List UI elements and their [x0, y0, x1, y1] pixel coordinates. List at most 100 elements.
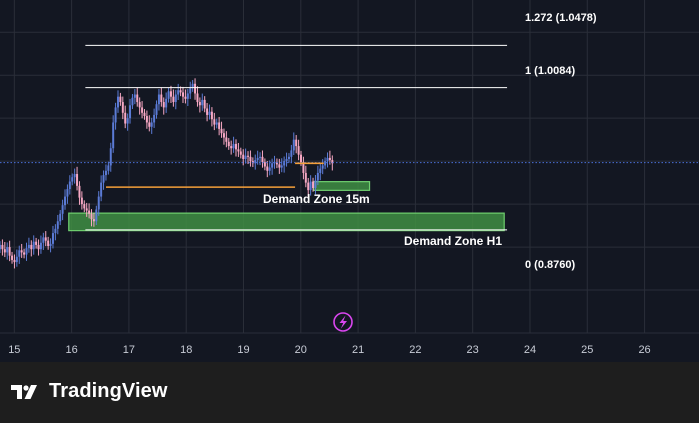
x-tick-label[interactable]: 18 — [180, 344, 192, 356]
candle-body — [59, 213, 62, 222]
x-tick-label[interactable]: 22 — [409, 344, 421, 356]
candle-body — [174, 94, 177, 103]
candle-body — [73, 174, 76, 178]
candle-body — [287, 156, 290, 159]
candle-body — [230, 146, 233, 149]
footer — [0, 362, 699, 423]
x-tick-label[interactable]: 25 — [581, 344, 593, 356]
candle-body — [47, 240, 50, 246]
candle-body — [3, 249, 6, 253]
candle-body — [155, 104, 158, 115]
brand-name: TradingView — [49, 380, 168, 402]
candle-body — [283, 161, 286, 166]
candle-body — [259, 156, 262, 158]
brand[interactable]: TradingView — [11, 380, 168, 403]
x-tick-label[interactable]: 20 — [295, 344, 307, 356]
x-tick-label[interactable]: 21 — [352, 344, 364, 356]
candle-body — [153, 114, 156, 123]
candle-body — [189, 88, 192, 94]
candle-body — [186, 93, 189, 99]
candle-body — [68, 181, 71, 190]
candle-body — [129, 105, 132, 119]
labels: 1.272 (1.0478) 1 (1.0084) 0 (0.8760) Dem… — [263, 12, 597, 271]
candle-body — [275, 162, 278, 165]
x-tick-label[interactable]: 23 — [467, 344, 479, 356]
candle-body — [179, 90, 182, 93]
candle-body — [256, 157, 259, 161]
candle-body — [247, 155, 250, 157]
chart-panel[interactable]: 1.272 (1.0478) 1 (1.0084) 0 (0.8760) Dem… — [0, 0, 699, 362]
candle-body — [116, 96, 119, 108]
candle-body — [177, 90, 180, 95]
candle-body — [1, 244, 4, 250]
candle-body — [285, 158, 288, 162]
candle-body — [268, 167, 271, 171]
x-tick-label[interactable]: 24 — [524, 344, 536, 356]
candle-body — [15, 256, 18, 263]
candle-body — [90, 213, 93, 220]
candle-body — [316, 172, 319, 181]
candle-body — [162, 102, 165, 108]
candle-body — [309, 181, 312, 191]
candle-body — [141, 107, 144, 113]
candle-body — [165, 98, 168, 108]
price-chart[interactable]: 1.272 (1.0478) 1 (1.0084) 0 (0.8760) Dem… — [0, 0, 699, 362]
candle-body — [239, 151, 242, 155]
candle-body — [100, 182, 103, 197]
candle-body — [278, 164, 281, 168]
candle-body — [182, 92, 185, 97]
candle-body — [194, 83, 197, 94]
candle-body — [39, 242, 42, 250]
candle-body — [295, 139, 298, 147]
candle-body — [266, 166, 269, 171]
candle-body — [280, 165, 283, 168]
x-tick-label[interactable]: 26 — [638, 344, 650, 356]
demand-zone-15m[interactable] — [312, 181, 371, 191]
candle-body — [92, 219, 95, 222]
candle-body — [30, 244, 33, 250]
candle-body — [225, 137, 228, 142]
candle-body — [213, 119, 216, 125]
x-tick-label[interactable]: 19 — [237, 344, 249, 356]
candle-body — [23, 252, 26, 255]
candle-body — [97, 196, 100, 210]
grid — [0, 0, 699, 333]
demand-zone-h1[interactable] — [68, 212, 505, 232]
candle-body — [167, 91, 170, 99]
x-tick-label[interactable]: 16 — [65, 344, 77, 356]
candle-body — [150, 122, 153, 127]
price-lines[interactable] — [0, 44, 699, 231]
candle-body — [198, 102, 201, 106]
candle-body — [143, 112, 146, 117]
candle-body — [85, 208, 88, 211]
candle-body — [119, 96, 122, 103]
lightning-icon[interactable] — [333, 312, 353, 332]
candle-body — [61, 205, 64, 214]
candle-body — [328, 157, 331, 161]
fib-label-1: 1 (1.0084) — [525, 65, 575, 77]
candle-body — [169, 91, 172, 97]
candle-body — [232, 143, 235, 149]
candle-body — [56, 221, 59, 229]
candle-body — [44, 237, 47, 241]
zone-label-h1: Demand Zone H1 — [404, 234, 502, 248]
candle-body — [114, 107, 117, 123]
candle-body — [261, 156, 264, 163]
x-tick-label[interactable]: 15 — [8, 344, 20, 356]
candle-body — [88, 210, 91, 214]
candle-body — [244, 155, 247, 159]
zones[interactable] — [68, 181, 505, 232]
candle-body — [51, 233, 54, 244]
candles — [0, 78, 334, 269]
candle-body — [242, 154, 245, 159]
candle-body — [20, 250, 23, 253]
candle-body — [35, 241, 38, 245]
candle-body — [71, 177, 74, 182]
candle-body — [6, 247, 9, 253]
candle-body — [234, 143, 237, 150]
candle-body — [254, 160, 257, 164]
candle-body — [304, 172, 307, 183]
candle-body — [0, 244, 1, 250]
x-tick-label[interactable]: 17 — [123, 344, 135, 356]
x-axis[interactable]: 1516171819202122232425262 — [8, 344, 699, 356]
